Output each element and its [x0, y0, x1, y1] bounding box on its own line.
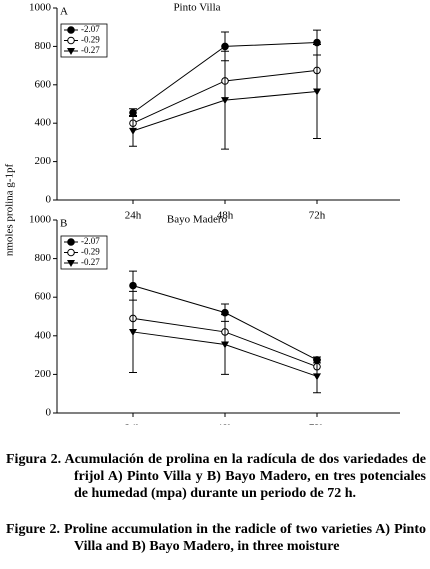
marker: [67, 48, 75, 55]
y-tick-label: 200: [35, 155, 52, 167]
chart-title: Bayo Madero: [167, 214, 228, 226]
x-tick-label: 24h: [125, 423, 142, 425]
legend-label: -0.27: [81, 45, 100, 55]
chart: nmoles prolina g-1pf 0 200 400 600 800 1000 24…: [4, 2, 400, 425]
y-tick-label: 600: [35, 291, 52, 303]
marker: [129, 281, 137, 290]
legend-label: -0.29: [81, 35, 100, 45]
x-tick-label: 72h: [309, 210, 326, 222]
chart-title: Pinto Villa: [173, 2, 220, 14]
marker: [67, 238, 75, 246]
y-tick-label: 800: [35, 40, 52, 52]
marker: [221, 341, 229, 349]
x-tick-label: 48h: [217, 423, 234, 425]
legend-label: -2.07: [81, 236, 100, 246]
y-tick-label: 1000: [29, 214, 52, 226]
marker: [129, 328, 137, 336]
y-tick-label: 0: [46, 194, 52, 206]
y-tick-label: 600: [35, 78, 52, 90]
y-axis-label: nmoles prolina g-1pf: [4, 164, 16, 257]
marker: [221, 97, 229, 105]
legend-label: -0.29: [81, 247, 100, 257]
x-tick-label: 72h: [309, 423, 326, 425]
legend-label: -0.27: [81, 257, 100, 267]
x-tick-label: 48h: [217, 210, 234, 222]
marker: [67, 248, 75, 257]
panel-label: A: [60, 6, 68, 18]
marker: [313, 88, 321, 96]
y-tick-label: 800: [35, 252, 52, 264]
caption: Figure 2. Proline accumulation in the ra…: [6, 522, 426, 554]
marker: [221, 42, 229, 51]
y-tick-label: 400: [35, 329, 52, 341]
marker: [67, 26, 75, 34]
marker: [129, 127, 137, 135]
y-tick-label: 200: [35, 368, 52, 380]
marker: [67, 36, 75, 45]
y-tick-label: 400: [35, 117, 52, 129]
caption: Figura 2. Acumulación de prolina en la r…: [6, 452, 426, 501]
panel-label: B: [60, 218, 67, 230]
x-tick-label: 24h: [125, 210, 142, 222]
legend-label: -2.07: [81, 24, 100, 34]
y-tick-label: 1000: [29, 2, 52, 14]
y-tick-label: 0: [46, 407, 52, 419]
marker: [129, 108, 137, 117]
marker: [67, 260, 75, 267]
marker: [313, 373, 321, 381]
